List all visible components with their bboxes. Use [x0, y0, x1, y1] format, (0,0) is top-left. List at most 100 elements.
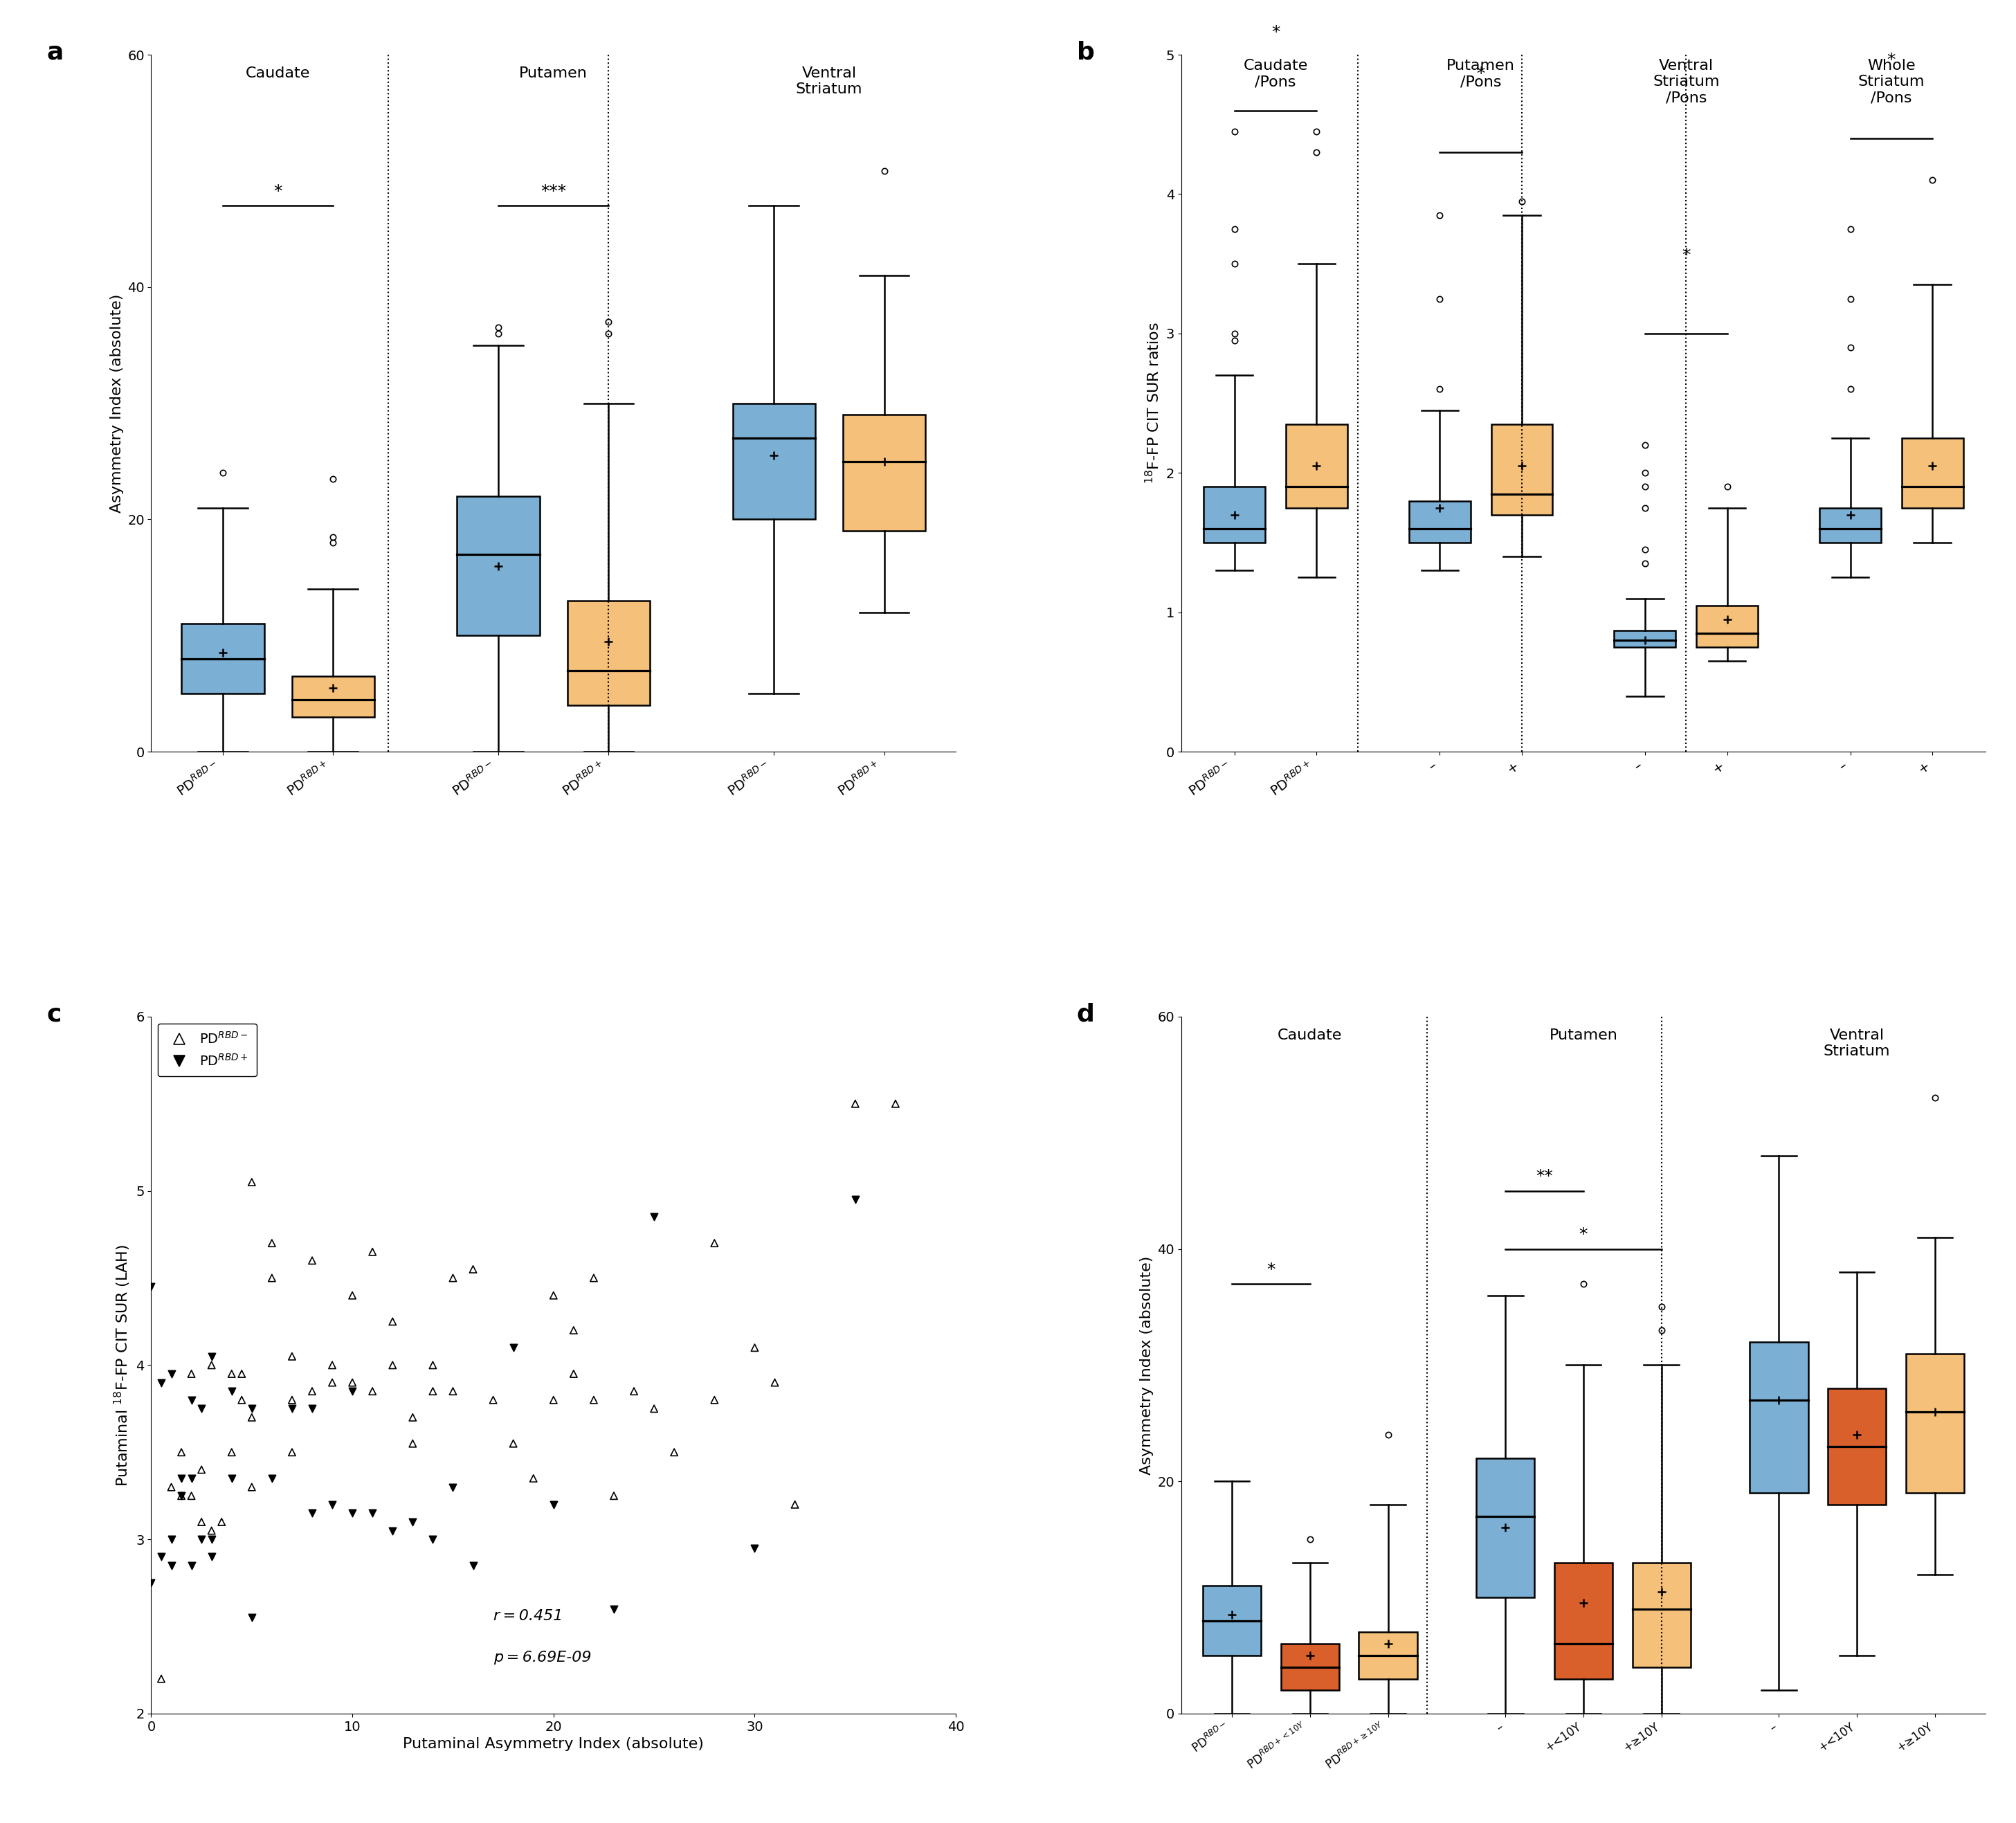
Bar	[181, 623, 264, 693]
Point	[657, 1438, 689, 1468]
Point	[478, 1385, 510, 1415]
Point	[175, 1360, 208, 1389]
Point	[377, 1307, 409, 1336]
Point	[317, 1351, 349, 1380]
Point	[538, 1385, 571, 1415]
Point	[337, 1499, 369, 1528]
Text: c: c	[46, 1003, 60, 1026]
Text: Putamen: Putamen	[1548, 1028, 1617, 1043]
Y-axis label: Asymmetry Index (absolute): Asymmetry Index (absolute)	[109, 294, 123, 512]
Point	[397, 1429, 429, 1458]
Point	[337, 1282, 369, 1311]
Point	[317, 1367, 349, 1396]
Point	[637, 1203, 669, 1232]
Point	[226, 1360, 258, 1389]
Point	[458, 1551, 490, 1581]
Point	[236, 1473, 268, 1502]
Text: Ventral
Striatum: Ventral Striatum	[796, 66, 863, 97]
Point	[698, 1385, 730, 1415]
Point	[175, 1385, 208, 1415]
Bar	[1476, 1458, 1534, 1597]
Text: *: *	[1579, 1227, 1589, 1243]
Bar	[1829, 1389, 1887, 1504]
Point	[236, 1404, 268, 1433]
Bar	[566, 602, 649, 706]
Point	[276, 1342, 308, 1371]
Text: r = 0.451: r = 0.451	[494, 1610, 562, 1622]
Point	[738, 1533, 770, 1562]
Point	[185, 1395, 218, 1424]
Bar	[458, 496, 540, 636]
Point	[256, 1263, 288, 1293]
Bar	[1204, 487, 1266, 543]
Point	[417, 1351, 450, 1380]
Point	[597, 1595, 629, 1624]
Point	[236, 1395, 268, 1424]
X-axis label: Putaminal Asymmetry Index (absolute): Putaminal Asymmetry Index (absolute)	[403, 1737, 704, 1752]
Bar	[1820, 509, 1881, 543]
Bar	[1359, 1632, 1417, 1679]
Point	[216, 1360, 248, 1389]
Text: d: d	[1077, 1003, 1095, 1026]
Point	[558, 1360, 591, 1389]
Point	[216, 1438, 248, 1468]
Point	[155, 1473, 187, 1502]
Point	[276, 1395, 308, 1424]
Point	[518, 1464, 550, 1493]
Point	[135, 1272, 167, 1302]
Point	[165, 1482, 198, 1511]
Point	[256, 1464, 288, 1493]
Text: **: **	[1536, 1169, 1552, 1185]
Point	[296, 1395, 329, 1424]
Bar	[1695, 605, 1758, 647]
Bar	[1409, 501, 1470, 543]
Text: ***: ***	[540, 184, 566, 201]
Point	[165, 1464, 198, 1493]
Point	[206, 1508, 238, 1537]
Point	[175, 1482, 208, 1511]
Point	[155, 1360, 187, 1389]
Point	[145, 1542, 177, 1571]
Bar	[1615, 631, 1675, 647]
Bar	[1286, 425, 1347, 509]
Point	[276, 1385, 308, 1415]
Point	[558, 1316, 591, 1345]
Point	[538, 1489, 571, 1519]
Point	[377, 1517, 409, 1546]
Text: Putamen
/Pons: Putamen /Pons	[1447, 58, 1516, 89]
Text: a: a	[46, 40, 62, 64]
Point	[758, 1367, 790, 1396]
Bar	[1280, 1644, 1339, 1690]
Point	[196, 1524, 228, 1553]
Point	[579, 1263, 611, 1293]
Point	[357, 1238, 389, 1267]
Point	[357, 1499, 389, 1528]
Point	[196, 1517, 228, 1546]
Point	[226, 1385, 258, 1415]
Point	[196, 1351, 228, 1380]
Bar	[1633, 1562, 1691, 1668]
Point	[185, 1508, 218, 1537]
Point	[175, 1551, 208, 1581]
Point	[155, 1551, 187, 1581]
Point	[839, 1185, 871, 1214]
Bar	[292, 676, 375, 716]
Text: Ventral
Striatum
/Pons: Ventral Striatum /Pons	[1653, 58, 1720, 106]
Point	[597, 1482, 629, 1511]
Point	[216, 1464, 248, 1493]
Point	[738, 1333, 770, 1362]
Point	[617, 1376, 649, 1406]
Point	[437, 1376, 470, 1406]
Text: Caudate: Caudate	[246, 66, 310, 80]
Point	[437, 1263, 470, 1293]
Bar	[843, 416, 925, 530]
Text: p = 6.69E-09: p = 6.69E-09	[494, 1652, 591, 1664]
Text: b: b	[1077, 40, 1095, 64]
Text: *: *	[1887, 53, 1895, 69]
Point	[417, 1376, 450, 1406]
Point	[879, 1088, 911, 1117]
Y-axis label: Asymmetry Index (absolute): Asymmetry Index (absolute)	[1139, 1256, 1153, 1475]
Point	[185, 1455, 218, 1484]
Point	[196, 1342, 228, 1371]
Point	[175, 1464, 208, 1493]
